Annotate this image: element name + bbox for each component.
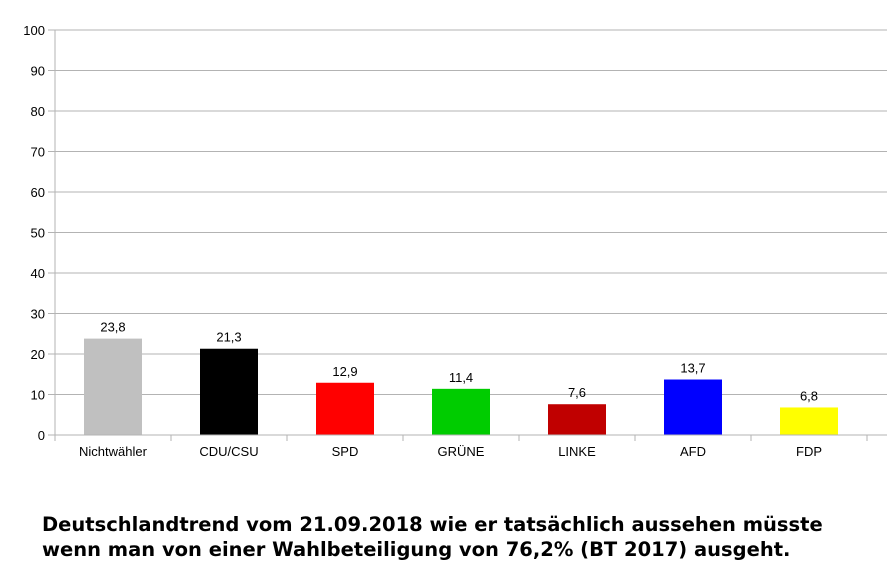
data-label: 11,4	[449, 370, 473, 385]
x-tick-label: CDU/CSU	[199, 444, 258, 459]
caption-line-2: wenn man von einer Wahlbeteiligung von 7…	[42, 538, 791, 561]
bar-fdp	[780, 407, 838, 435]
y-tick-label: 100	[23, 23, 45, 38]
x-tick-label: LINKE	[558, 444, 596, 459]
bar-chart: 23,8 21,3 12,9 11,4 7,6 13,7 6,8 0 10 20 30 40 50 60…	[23, 23, 887, 459]
bar-afd	[664, 379, 722, 435]
x-tick-label: AFD	[680, 444, 706, 459]
y-tick-label: 50	[31, 226, 45, 241]
x-tick-label: GRÜNE	[438, 444, 485, 459]
x-tick-label: SPD	[332, 444, 359, 459]
y-tick-label: 10	[31, 388, 45, 403]
data-label: 7,6	[568, 385, 586, 400]
data-label: 23,8	[100, 320, 125, 335]
y-tick-label: 0	[38, 428, 45, 443]
y-tick-label: 40	[31, 266, 45, 281]
x-tick-label: FDP	[796, 444, 822, 459]
grid-layer	[55, 29, 887, 395]
y-tick-label: 30	[31, 307, 45, 322]
bar-spd	[316, 382, 374, 435]
y-tick-label: 20	[31, 347, 45, 362]
caption-line-1: Deutschlandtrend vom 21.09.2018 wie er t…	[42, 513, 823, 536]
bar-layer: 23,8 21,3 12,9 11,4 7,6 13,7 6,8	[84, 320, 838, 435]
data-label: 21,3	[216, 330, 241, 345]
y-tick-label: 60	[31, 185, 45, 200]
y-tick-label: 70	[31, 145, 45, 160]
y-tick-label: 90	[31, 64, 45, 79]
chart-caption: Deutschlandtrend vom 21.09.2018 wie er t…	[42, 512, 862, 562]
bar-grüne	[432, 388, 490, 435]
axis-layer: 0 10 20 30 40 50 60 70 80 90 100 Nichtwähler CDU/CSU…	[23, 23, 887, 459]
data-label: 13,7	[680, 361, 705, 376]
y-tick-label: 80	[31, 104, 45, 119]
data-label: 12,9	[332, 364, 357, 379]
bar-cducsu	[200, 348, 258, 435]
x-tick-label: Nichtwähler	[79, 444, 148, 459]
data-label: 6,8	[800, 388, 818, 403]
bar-nichtwähler	[84, 338, 142, 435]
bar-linke	[548, 404, 606, 435]
